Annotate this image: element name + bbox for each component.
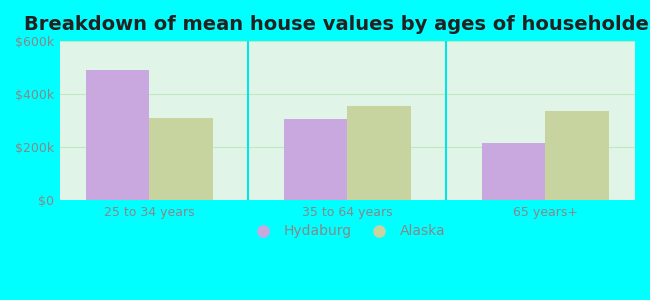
- Bar: [545, 111, 609, 200]
- Bar: [150, 118, 213, 200]
- Bar: [347, 106, 411, 200]
- Title: Breakdown of mean house values by ages of householders: Breakdown of mean house values by ages o…: [24, 15, 650, 34]
- Legend: Hydaburg, Alaska: Hydaburg, Alaska: [243, 219, 452, 244]
- Bar: [284, 119, 347, 200]
- Bar: [86, 70, 150, 200]
- Bar: [482, 143, 545, 200]
